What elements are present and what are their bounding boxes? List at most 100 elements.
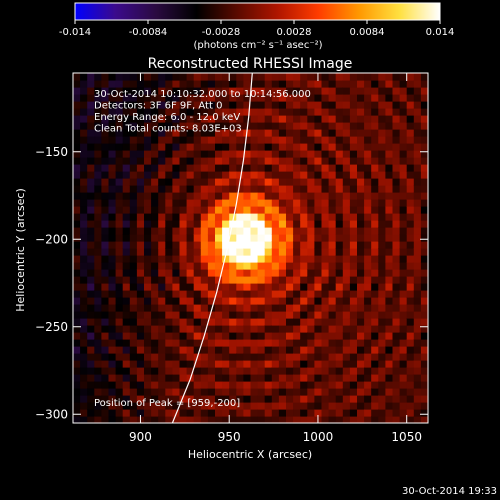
heatmap-cell <box>122 402 131 410</box>
heatmap-cell <box>73 402 81 410</box>
heatmap-cell <box>179 178 188 186</box>
heatmap-cell <box>94 227 102 235</box>
heatmap-cell <box>321 381 330 389</box>
heatmap-cell <box>420 374 428 382</box>
heatmap-cell <box>250 192 259 200</box>
heatmap-cell <box>335 325 344 333</box>
heatmap-cell <box>172 381 181 389</box>
heatmap-cell <box>87 388 95 396</box>
heatmap-cell <box>314 339 323 347</box>
heatmap-cell <box>271 220 280 228</box>
heatmap-cell <box>200 220 209 228</box>
heatmap-cell <box>286 276 294 284</box>
heatmap-cell <box>257 171 266 179</box>
heatmap-cell <box>215 234 223 242</box>
heatmap-cell <box>364 304 372 312</box>
heatmap-cell <box>165 234 173 242</box>
heatmap-cell <box>101 332 110 340</box>
heatmap-cell <box>406 199 415 207</box>
heatmap-cell <box>250 416 259 423</box>
heatmap-cell <box>73 367 81 375</box>
heatmap-cell <box>406 353 415 361</box>
heatmap-cell <box>278 374 287 382</box>
heatmap-cell <box>271 80 280 88</box>
heatmap-cell <box>144 192 152 200</box>
heatmap-cell <box>335 360 344 368</box>
heatmap-cell <box>87 108 95 116</box>
heatmap-cell <box>115 241 124 249</box>
heatmap-cell <box>222 185 230 193</box>
heatmap-cell <box>243 80 252 88</box>
heatmap-cell <box>300 234 308 242</box>
heatmap-cell <box>115 199 124 207</box>
heatmap-cell <box>286 101 294 109</box>
heatmap-cell <box>392 108 401 116</box>
heatmap-cell <box>108 409 117 417</box>
heatmap-cell <box>278 325 287 333</box>
heatmap-cell <box>286 367 294 375</box>
info-line: Energy Range: 6.0 - 12.0 keV <box>94 112 240 123</box>
heatmap-cell <box>222 409 230 417</box>
heatmap-cell <box>321 367 330 375</box>
heatmap-cell <box>87 248 95 256</box>
heatmap-cell <box>357 332 365 340</box>
heatmap-cell <box>158 346 166 354</box>
heatmap-cell <box>314 115 323 123</box>
heatmap-cell <box>413 206 422 214</box>
heatmap-cell <box>257 346 266 354</box>
heatmap-cell <box>129 171 138 179</box>
heatmap-cell <box>73 101 81 109</box>
heatmap-cell <box>136 367 145 375</box>
heatmap-cell <box>108 297 117 305</box>
heatmap-cell <box>257 157 266 165</box>
heatmap-cell <box>257 262 266 270</box>
heatmap-cell <box>271 199 280 207</box>
heatmap-cell <box>73 332 81 340</box>
heatmap-cell <box>136 129 145 137</box>
heatmap-cell <box>80 325 88 333</box>
heatmap-cell <box>165 339 173 347</box>
heatmap-cell <box>364 115 372 123</box>
heatmap-cell <box>264 339 273 347</box>
heatmap-cell <box>321 360 330 368</box>
heatmap-cell <box>144 185 152 193</box>
heatmap-cell <box>413 171 422 179</box>
heatmap-cell <box>399 416 408 423</box>
heatmap-cell <box>342 192 351 200</box>
heatmap-cell <box>349 346 358 354</box>
heatmap-cell <box>101 262 110 270</box>
heatmap-cell <box>87 297 95 305</box>
heatmap-cell <box>406 409 415 417</box>
heatmap-cell <box>115 213 124 221</box>
heatmap-cell <box>264 80 273 88</box>
heatmap-cell <box>349 115 358 123</box>
heatmap-cell <box>151 157 159 165</box>
heatmap-cell <box>257 381 266 389</box>
heatmap-cell <box>215 353 223 361</box>
heatmap-cell <box>151 192 159 200</box>
heatmap-cell <box>328 297 337 305</box>
heatmap-cell <box>222 318 230 326</box>
heatmap-cell <box>122 381 131 389</box>
heatmap-cell <box>186 234 195 242</box>
heatmap-cell <box>165 297 173 305</box>
heatmap-cell <box>243 290 252 298</box>
heatmap-cell <box>286 143 294 151</box>
heatmap-cell <box>87 325 95 333</box>
y-axis-title: Heliocentric Y (arcsec) <box>14 188 27 312</box>
heatmap-cell <box>385 87 394 95</box>
heatmap-cell <box>300 283 308 291</box>
heatmap-cell <box>420 346 428 354</box>
heatmap-cell <box>229 73 237 81</box>
heatmap-cell <box>200 94 209 102</box>
heatmap-cell <box>122 220 131 228</box>
heatmap-cell <box>186 108 195 116</box>
heatmap-cell <box>413 157 422 165</box>
heatmap-cell <box>87 276 95 284</box>
heatmap-cell <box>293 115 301 123</box>
heatmap-cell <box>342 381 351 389</box>
heatmap-cell <box>293 416 301 423</box>
heatmap-cell <box>158 241 166 249</box>
heatmap-cell <box>144 409 152 417</box>
heatmap-cell <box>314 178 323 186</box>
